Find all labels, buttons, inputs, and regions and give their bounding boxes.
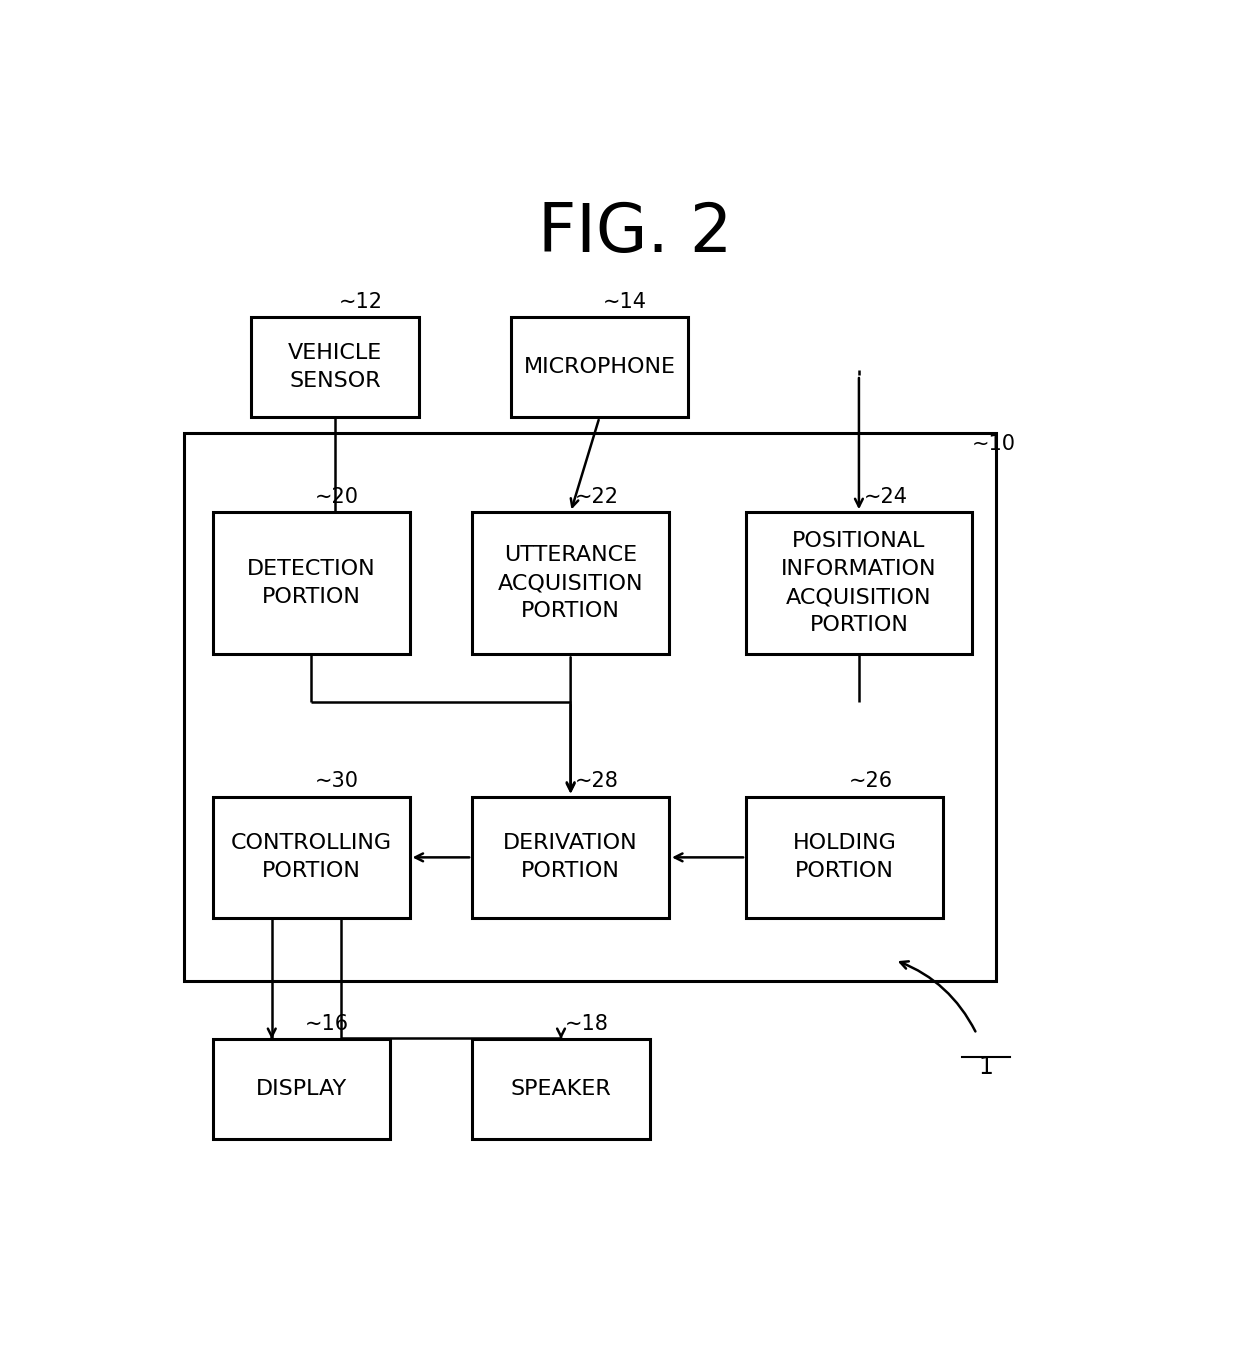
Text: ∼20: ∼20 xyxy=(315,487,360,507)
Bar xyxy=(472,512,670,654)
Text: 1: 1 xyxy=(978,1055,993,1079)
Text: ∼12: ∼12 xyxy=(339,292,383,312)
Text: MICROPHONE: MICROPHONE xyxy=(523,357,676,378)
Text: ∼30: ∼30 xyxy=(315,772,360,791)
Text: ~10: ~10 xyxy=(972,434,1016,455)
Text: ∼26: ∼26 xyxy=(848,772,893,791)
Text: ∼14: ∼14 xyxy=(603,292,647,312)
Text: VEHICLE
SENSOR: VEHICLE SENSOR xyxy=(288,344,382,392)
Text: ∼22: ∼22 xyxy=(574,487,619,507)
Text: DISPLAY: DISPLAY xyxy=(255,1079,347,1099)
Text: ∼24: ∼24 xyxy=(863,487,908,507)
Bar xyxy=(213,797,409,919)
Bar xyxy=(213,1039,391,1139)
Bar xyxy=(213,512,409,654)
Text: FIG. 2: FIG. 2 xyxy=(538,200,733,266)
Text: POSITIONAL
INFORMATION
ACQUISITION
PORTION: POSITIONAL INFORMATION ACQUISITION PORTI… xyxy=(781,531,936,635)
Text: ∼16: ∼16 xyxy=(305,1014,350,1034)
Text: CONTROLLING
PORTION: CONTROLLING PORTION xyxy=(231,834,392,882)
Bar xyxy=(184,433,996,982)
Bar xyxy=(472,797,670,919)
Text: HOLDING
PORTION: HOLDING PORTION xyxy=(792,834,897,882)
Text: ∼18: ∼18 xyxy=(564,1014,609,1034)
Text: SPEAKER: SPEAKER xyxy=(511,1079,611,1099)
Bar xyxy=(472,1039,650,1139)
Text: UTTERANCE
ACQUISITION
PORTION: UTTERANCE ACQUISITION PORTION xyxy=(498,545,644,622)
Bar xyxy=(250,318,419,418)
Text: DERIVATION
PORTION: DERIVATION PORTION xyxy=(503,834,637,882)
Bar xyxy=(746,512,972,654)
Bar xyxy=(746,797,942,919)
Text: DETECTION
PORTION: DETECTION PORTION xyxy=(247,560,376,608)
Text: ∼28: ∼28 xyxy=(574,772,619,791)
Bar xyxy=(511,318,688,418)
